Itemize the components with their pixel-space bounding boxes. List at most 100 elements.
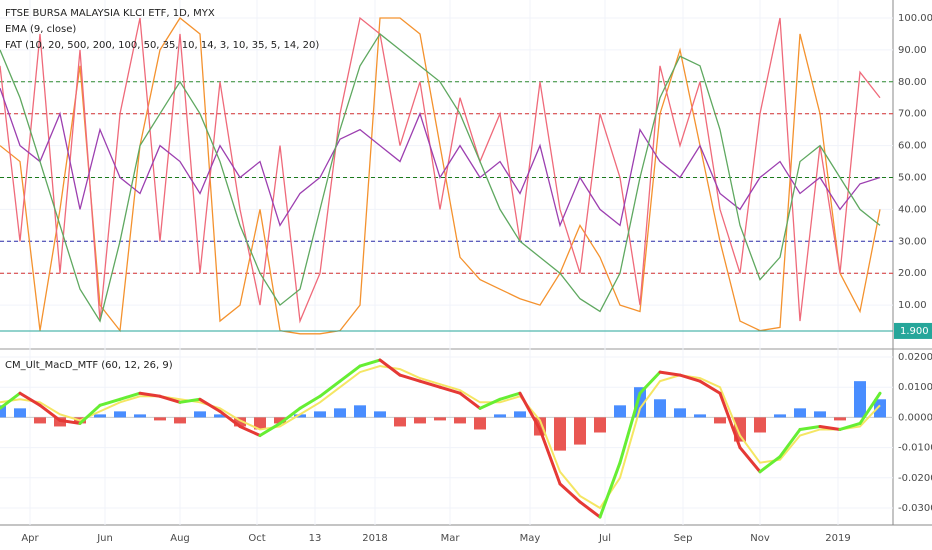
macd-segment xyxy=(598,461,622,519)
macd-segment xyxy=(578,500,602,519)
series-line xyxy=(0,87,881,228)
macd-segment xyxy=(658,370,682,377)
histogram-bar xyxy=(634,387,646,418)
marker-box xyxy=(894,322,932,339)
y-tick-label: -0.0200 xyxy=(898,473,932,484)
y-tick-label: 10.00 xyxy=(898,300,927,311)
pane-title: CM_Ult_MacD_MTF (60, 12, 26, 9) xyxy=(5,360,173,371)
y-tick-label: -0.0100 xyxy=(898,443,932,454)
histogram-bar xyxy=(574,417,586,445)
macd-segment xyxy=(718,391,742,450)
macd-segment xyxy=(58,418,82,425)
x-tick-label: Mar xyxy=(441,533,461,544)
y-tick-label: 100.00 xyxy=(898,13,932,24)
y-tick-label: 30.00 xyxy=(898,236,927,247)
symbol-title: FTSE BURSA MALAYSIA KLCI ETF, 1D, MYX xyxy=(5,8,215,19)
histogram-bar xyxy=(274,417,286,424)
y-tick-label: 0.0200 xyxy=(898,352,932,363)
macd-segment xyxy=(858,391,882,425)
macd-segment xyxy=(218,409,242,428)
macd-segment xyxy=(138,391,162,398)
macd-segment xyxy=(98,397,122,407)
y-tick-label: 70.00 xyxy=(898,109,927,120)
macd-segment xyxy=(438,385,462,395)
histogram-bar xyxy=(354,405,366,418)
histogram-bar xyxy=(294,414,306,418)
macd-segment xyxy=(738,446,762,474)
histogram-bar xyxy=(334,408,346,418)
histogram-bar xyxy=(714,417,726,424)
x-tick-label: 2018 xyxy=(362,533,387,544)
macd-segment xyxy=(238,424,262,438)
histogram-bar xyxy=(94,414,106,418)
histogram-bar xyxy=(514,411,526,418)
signal-line xyxy=(0,365,881,510)
y-tick-label: 80.00 xyxy=(898,77,927,88)
macd-segment xyxy=(0,391,22,410)
macd-segment xyxy=(158,394,182,404)
histogram-bar xyxy=(874,399,886,418)
histogram-bar xyxy=(794,408,806,418)
histogram-bar xyxy=(554,417,566,451)
macd-segment xyxy=(838,421,862,431)
y-tick-label: 50.00 xyxy=(898,173,927,184)
macd-segment xyxy=(538,427,562,486)
x-tick-label: Oct xyxy=(248,533,265,544)
y-tick-label: 0.0100 xyxy=(898,382,932,393)
macd-segment xyxy=(698,379,722,395)
y-tick-label: 60.00 xyxy=(898,141,927,152)
macd-segment xyxy=(178,397,202,404)
macd-segment xyxy=(78,403,102,425)
macd-segment xyxy=(758,455,782,474)
macd-segment xyxy=(678,373,702,383)
x-tick-label: 13 xyxy=(309,533,322,544)
series-line xyxy=(0,17,881,335)
macd-segment xyxy=(258,421,282,438)
x-tick-label: Jul xyxy=(598,533,611,544)
x-tick-label: 2019 xyxy=(825,533,850,544)
histogram-bar xyxy=(774,414,786,418)
series-line xyxy=(0,16,881,324)
macd-segment xyxy=(818,424,842,431)
macd-segment xyxy=(278,406,302,425)
histogram-bar xyxy=(594,417,606,433)
macd-segment xyxy=(378,358,402,377)
y-tick-label: 20.00 xyxy=(898,268,927,279)
histogram-bar xyxy=(0,405,6,418)
macd-segment xyxy=(338,364,362,383)
macd-segment xyxy=(518,391,542,431)
x-tick-label: Apr xyxy=(21,533,39,544)
macd-segment xyxy=(478,397,502,410)
histogram-bar xyxy=(614,405,626,418)
histogram-bar xyxy=(214,414,226,418)
histogram-bar xyxy=(654,399,666,418)
histogram-bar xyxy=(814,411,826,418)
macd-segment xyxy=(38,403,62,422)
histogram-bar xyxy=(194,411,206,418)
histogram-bar xyxy=(394,417,406,427)
histogram-bar xyxy=(434,417,446,421)
macd-segment xyxy=(198,397,222,413)
x-tick-label: May xyxy=(520,533,541,544)
histogram-bar xyxy=(414,417,426,424)
y-tick-label: 0.0000 xyxy=(898,412,932,423)
series-line xyxy=(0,32,881,323)
histogram-bar xyxy=(674,408,686,418)
histogram-bar xyxy=(474,417,486,430)
macd-segment xyxy=(558,482,582,504)
legend-item: EMA (9, close) xyxy=(5,24,76,35)
x-tick-label: Jun xyxy=(96,533,113,544)
histogram-bar xyxy=(154,417,166,421)
macd-segment xyxy=(778,427,802,459)
x-tick-label: Sep xyxy=(674,533,693,544)
legend-item: FAT (10, 20, 500, 200, 100, 50, 35, 10, … xyxy=(5,40,319,51)
macd-segment xyxy=(18,391,42,407)
histogram-bar xyxy=(134,414,146,418)
histogram-bar xyxy=(454,417,466,424)
histogram-bar xyxy=(754,417,766,433)
macd-segment xyxy=(418,379,442,389)
histogram-bar xyxy=(314,411,326,418)
macd-segment xyxy=(458,391,482,410)
histogram-bar xyxy=(854,381,866,418)
